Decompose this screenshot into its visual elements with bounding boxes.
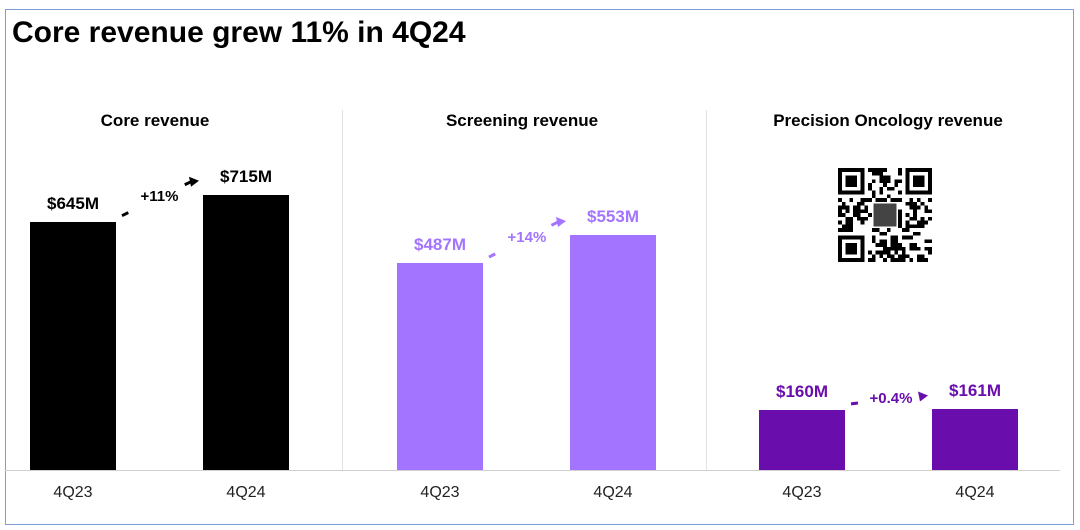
change-label: +0.4% (867, 389, 915, 407)
bar-4Q24 (570, 234, 656, 470)
change-label: +14% (505, 229, 549, 246)
bar-4Q23 (759, 409, 845, 470)
bar-4Q23 (30, 221, 116, 470)
panel-title: Screening revenue (445, 111, 599, 130)
category-label: 4Q23 (420, 484, 460, 501)
baseline-axis (5, 470, 1060, 471)
bar-4Q23 (397, 263, 483, 470)
category-label: 4Q23 (782, 484, 822, 501)
slide-title: Core revenue grew 11% in 4Q24 (12, 16, 466, 49)
category-label: 4Q23 (53, 484, 93, 501)
panel-divider (342, 110, 343, 470)
category-label: 4Q24 (593, 484, 633, 501)
value-label: $161M (949, 381, 1001, 401)
qr-code-icon (838, 168, 932, 262)
value-label: $553M (587, 206, 639, 226)
value-label: $645M (47, 193, 99, 213)
value-label: $160M (776, 381, 828, 401)
panel-title: Core revenue (100, 111, 210, 130)
value-label: $487M (414, 235, 466, 255)
slide-frame (5, 9, 1074, 525)
panel-title: Precision Oncology revenue (773, 111, 1003, 130)
value-label: $715M (220, 166, 272, 186)
change-label: +11% (138, 188, 181, 206)
bar-4Q24 (932, 409, 1018, 470)
panel-divider (706, 110, 707, 470)
category-label: 4Q24 (955, 484, 995, 501)
category-label: 4Q24 (226, 484, 266, 501)
bar-4Q24 (203, 194, 289, 470)
